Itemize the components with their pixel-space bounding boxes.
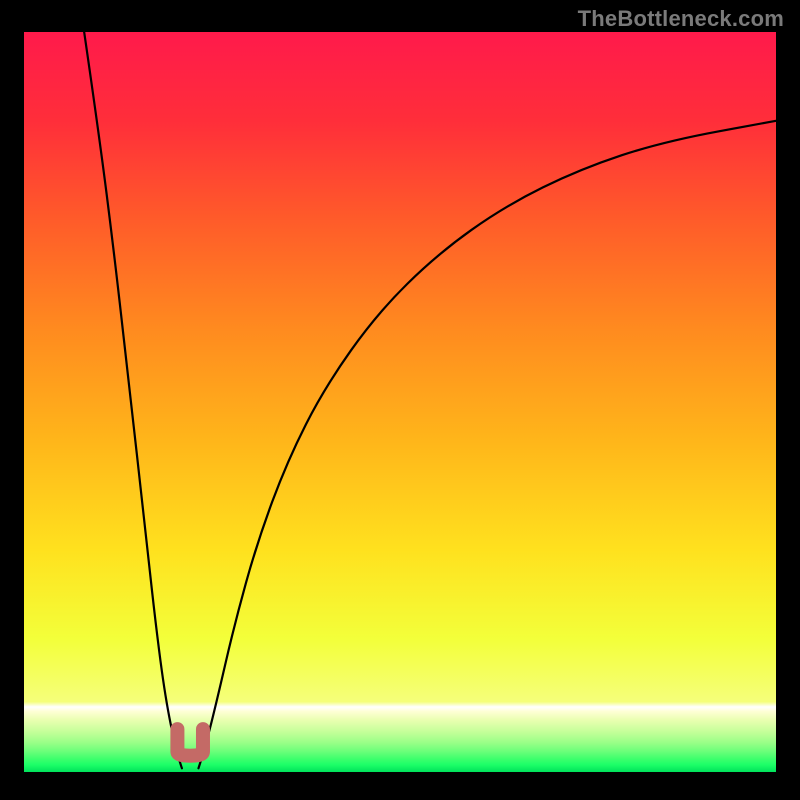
watermark-text: TheBottleneck.com bbox=[578, 6, 784, 32]
bottleneck-chart bbox=[0, 0, 800, 800]
